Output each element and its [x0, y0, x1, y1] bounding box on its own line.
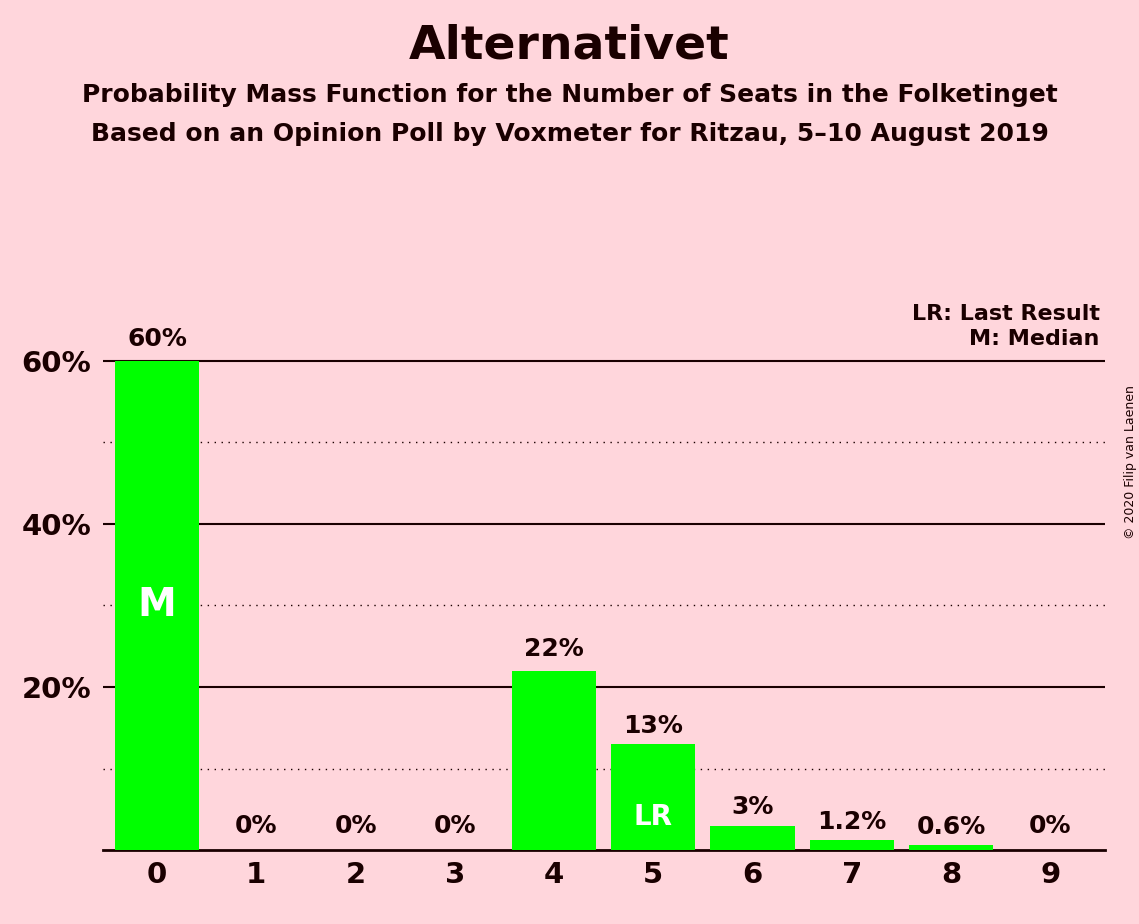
Text: Alternativet: Alternativet — [409, 23, 730, 68]
Bar — [711, 826, 795, 850]
Bar — [612, 744, 696, 850]
Text: 22%: 22% — [524, 637, 584, 661]
Text: LR: LR — [633, 804, 673, 832]
Text: M: M — [138, 587, 177, 625]
Bar — [810, 840, 894, 850]
Bar — [115, 361, 199, 850]
Text: LR: Last Result: LR: Last Result — [912, 304, 1100, 324]
Text: 13%: 13% — [623, 713, 683, 737]
Text: 3%: 3% — [731, 795, 773, 819]
Text: 0%: 0% — [335, 814, 377, 838]
Text: Probability Mass Function for the Number of Seats in the Folketinget: Probability Mass Function for the Number… — [82, 83, 1057, 107]
Text: Based on an Opinion Poll by Voxmeter for Ritzau, 5–10 August 2019: Based on an Opinion Poll by Voxmeter for… — [91, 122, 1048, 146]
Text: M: Median: M: Median — [969, 329, 1100, 349]
Text: 60%: 60% — [128, 327, 187, 351]
Text: 0%: 0% — [235, 814, 278, 838]
Bar — [511, 671, 596, 850]
Text: 0%: 0% — [434, 814, 476, 838]
Bar — [909, 845, 993, 850]
Text: 0.6%: 0.6% — [917, 815, 985, 839]
Text: 0%: 0% — [1029, 814, 1072, 838]
Text: 1.2%: 1.2% — [817, 809, 886, 833]
Text: © 2020 Filip van Laenen: © 2020 Filip van Laenen — [1124, 385, 1137, 539]
